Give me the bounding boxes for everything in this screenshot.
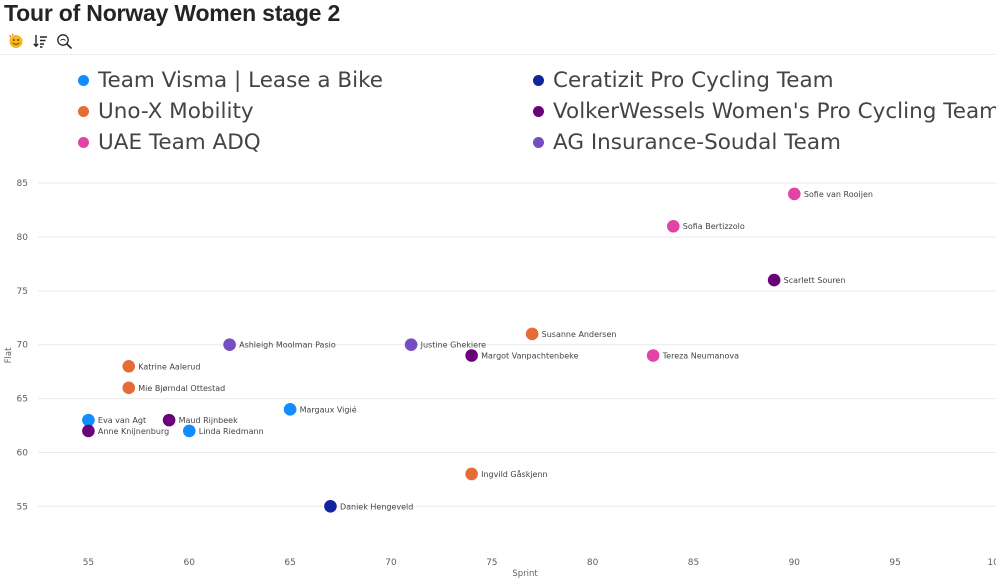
legend-label: UAE Team ADQ — [98, 130, 261, 155]
x-tick-label: 90 — [789, 558, 801, 568]
x-tick-label: 75 — [486, 558, 497, 568]
data-point[interactable] — [404, 338, 418, 352]
data-label: Sofie van Rooijen — [804, 190, 873, 199]
x-tick-label: 80 — [587, 558, 599, 568]
theme-emoji-icon[interactable] — [7, 32, 25, 50]
data-label: Eva van Agt — [98, 416, 146, 425]
legend-label: Team Visma | Lease a Bike — [98, 68, 384, 93]
data-label: Anne Knijnenburg — [98, 427, 169, 436]
data-point[interactable] — [767, 273, 781, 287]
y-tick-label: 75 — [17, 287, 28, 297]
legend-label: Ceratizit Pro Cycling Team — [553, 68, 834, 93]
data-label: Justine Ghekiere — [420, 341, 487, 350]
data-point[interactable] — [82, 424, 95, 438]
data-point[interactable] — [465, 467, 478, 481]
x-axis-title: Sprint — [512, 569, 538, 579]
legend-label: AG Insurance-Soudal Team — [553, 130, 841, 155]
legend-item[interactable]: Team Visma | Lease a Bike — [78, 68, 383, 93]
legend-marker — [78, 75, 89, 86]
legend-marker — [533, 106, 544, 117]
data-label: Tereza Neumanova — [662, 352, 740, 361]
x-tick-label: 60 — [184, 558, 196, 568]
x-tick-label: 70 — [385, 558, 397, 568]
legend-marker — [533, 75, 544, 86]
data-label: Susanne Andersen — [542, 330, 617, 339]
y-tick-label: 80 — [17, 233, 29, 243]
x-tick-label: 85 — [688, 558, 699, 568]
data-label: Scarlett Souren — [784, 276, 846, 285]
y-tick-label: 60 — [17, 448, 29, 458]
data-label: Katrine Aalerud — [138, 362, 200, 371]
legend-item[interactable]: UAE Team ADQ — [78, 130, 261, 155]
data-point[interactable] — [646, 349, 660, 362]
legend-item[interactable]: Ceratizit Pro Cycling Team — [533, 68, 834, 93]
y-tick-label: 65 — [17, 395, 28, 405]
data-point[interactable] — [788, 187, 801, 201]
data-label: Margaux Vigié — [300, 404, 357, 414]
chart-legend: Team Visma | Lease a Bike Uno-X Mobility U… — [78, 66, 996, 162]
data-label: Ingvild Gåskjenn — [481, 469, 548, 479]
x-tick-label: 95 — [889, 558, 900, 568]
legend-marker — [533, 137, 544, 148]
data-label: Daniek Hengeveld — [340, 502, 413, 511]
data-point[interactable] — [525, 327, 539, 341]
data-label: Sofia Bertizzolo — [683, 222, 745, 231]
legend-item[interactable]: AG Insurance-Soudal Team — [533, 130, 841, 155]
legend-item[interactable]: Uno-X Mobility — [78, 99, 254, 124]
data-point[interactable] — [122, 381, 136, 395]
data-point[interactable] — [223, 338, 236, 352]
legend-label: VolkerWessels Women's Pro Cycling Team — [553, 99, 996, 124]
data-point[interactable] — [82, 413, 95, 427]
legend-marker — [78, 106, 89, 117]
data-point[interactable] — [162, 413, 176, 427]
data-point[interactable] — [324, 500, 337, 513]
data-label: Margot Vanpachtenbeke — [481, 352, 578, 361]
data-label: Linda Riedmann — [199, 427, 264, 436]
x-tick-label: 55 — [83, 558, 94, 568]
zoom-icon[interactable] — [55, 32, 73, 50]
y-tick-label: 70 — [17, 341, 29, 351]
legend-marker — [78, 137, 89, 148]
sort-icon[interactable] — [31, 32, 49, 50]
x-tick-label: 100 — [987, 558, 996, 568]
data-point[interactable] — [667, 219, 680, 233]
data-point[interactable] — [122, 359, 136, 373]
data-label: Mie Bjørndal Ottestad — [138, 384, 225, 393]
visual-toolbar — [7, 32, 73, 50]
header-divider — [0, 54, 996, 55]
page-title: Tour of Norway Women stage 2 — [4, 0, 341, 26]
x-tick-label: 65 — [284, 558, 295, 568]
y-axis-title: Flat — [4, 347, 14, 363]
y-tick-label: 85 — [17, 179, 28, 189]
y-tick-label: 55 — [17, 502, 28, 512]
data-label: Maud Rijnbeek — [179, 416, 238, 425]
data-point[interactable] — [465, 349, 478, 362]
data-point[interactable] — [182, 424, 196, 438]
data-label: Ashleigh Moolman Pasio — [239, 341, 336, 350]
legend-item[interactable]: VolkerWessels Women's Pro Cycling Team — [533, 99, 996, 124]
data-point[interactable] — [283, 403, 297, 416]
legend-label: Uno-X Mobility — [98, 99, 254, 124]
